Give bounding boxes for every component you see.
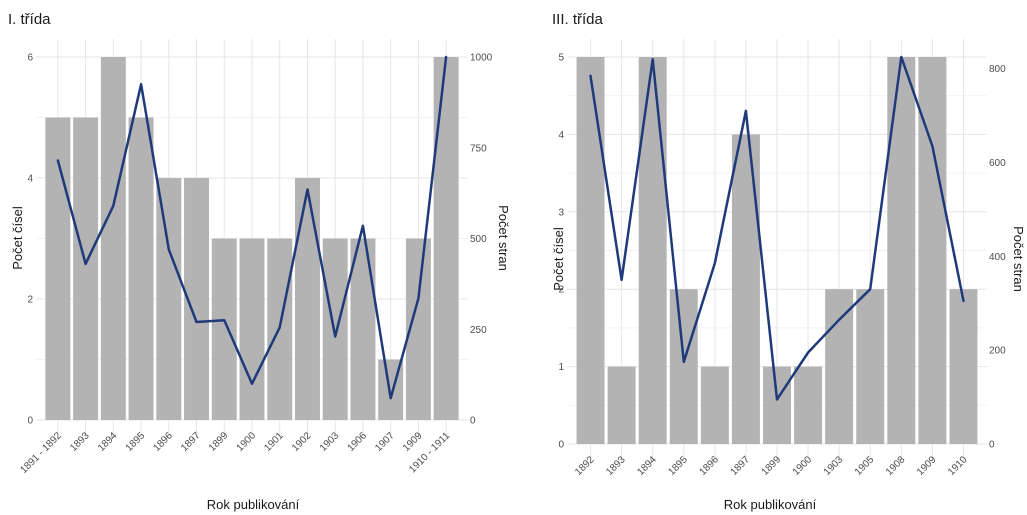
y-tick-label: 2: [27, 295, 33, 306]
y2-axis-ticks: 0 200 400 600 800: [989, 64, 1006, 450]
bar: [100, 57, 126, 420]
x-tick-label: 1909: [401, 430, 425, 454]
x-tick-label: 1894: [96, 430, 120, 454]
y2-tick-label: 500: [470, 234, 487, 245]
bar: [887, 57, 916, 444]
bar: [794, 366, 823, 444]
x-axis-title: Rok publikování: [724, 497, 817, 512]
bar: [638, 57, 667, 444]
x-axis-ticks: 1891 - 1892 1893 1894 1895 1896 1897 1899 1900 1…: [18, 430, 452, 476]
bar: [731, 134, 760, 444]
x-tick-label: 1903: [318, 430, 342, 454]
bar: [763, 366, 791, 444]
bar: [322, 238, 348, 420]
x-tick-label: 1902: [290, 430, 314, 454]
y-tick-label: 4: [27, 174, 33, 185]
x-tick-label: 1895: [124, 430, 148, 454]
x-tick-label: 1910: [946, 454, 970, 478]
chart-panel-1: I. třída 0 2 4 6 0 250 500 750 1000 1891 - 1892…: [8, 11, 511, 512]
y-tick-label: 1: [558, 362, 564, 373]
y2-axis-title: Počet stran: [496, 205, 511, 271]
y2-tick-label: 200: [989, 346, 1006, 357]
bar: [73, 117, 99, 420]
bar: [211, 238, 237, 420]
line-series: [56, 55, 448, 400]
bar: [294, 178, 320, 420]
x-tick-label: 1897: [179, 430, 203, 454]
y-tick-label: 4: [558, 130, 564, 141]
bar: [700, 366, 729, 444]
x-tick-label: 1892: [573, 454, 597, 478]
x-tick-label: 1907: [373, 430, 397, 454]
x-tick-label: 1891 - 1892: [18, 430, 64, 476]
y2-tick-label: 400: [989, 252, 1006, 263]
y-axis-title: Počet čísel: [10, 206, 25, 270]
bar: [350, 238, 376, 420]
bar: [949, 289, 978, 444]
y-tick-label: 0: [558, 440, 564, 451]
x-tick-label: 1897: [729, 454, 753, 478]
x-tick-label: 1900: [791, 454, 815, 478]
x-tick-label: 1899: [760, 454, 784, 478]
x-tick-label: 1905: [853, 454, 877, 478]
x-tick-label: 1893: [68, 430, 92, 454]
x-tick-label: 1896: [151, 430, 175, 454]
y2-axis-ticks: 0 250 500 750 1000: [470, 53, 493, 427]
bar: [45, 117, 71, 420]
y2-tick-label: 600: [989, 158, 1006, 169]
x-tick-label: 1895: [666, 454, 690, 478]
y-axis-ticks: 0 2 4 6: [27, 53, 33, 427]
bar: [669, 289, 698, 444]
y2-tick-label: 800: [989, 64, 1006, 75]
y2-tick-label: 0: [470, 416, 476, 427]
x-tick-label: 1900: [235, 430, 259, 454]
bar: [856, 289, 885, 444]
x-tick-label: 1901: [262, 430, 286, 454]
y-tick-label: 0: [27, 416, 33, 427]
bar: [825, 289, 854, 444]
y-tick-label: 2: [558, 285, 564, 296]
line-series: [589, 55, 965, 401]
y2-tick-label: 1000: [470, 53, 493, 64]
x-tick-label: 1899: [207, 430, 231, 454]
x-axis-ticks: 1892 1893 1894 1895 1896 1897 1899 1900 1903 1905…: [573, 454, 970, 478]
bar: [576, 57, 605, 444]
y-axis-title: Počet čísel: [551, 227, 566, 291]
y-axis-ticks: 0 1 2 3 4 5: [558, 53, 564, 451]
y-tick-label: 5: [558, 53, 564, 64]
x-tick-label: 1908: [884, 454, 908, 478]
y2-axis-title: Počet stran: [1011, 226, 1026, 292]
y-tick-label: 6: [27, 53, 33, 64]
bar: [128, 117, 154, 420]
x-tick-label: 1894: [635, 454, 659, 478]
x-tick-label: 1896: [697, 454, 721, 478]
bar: [433, 57, 459, 420]
x-axis-title: Rok publikování: [207, 497, 300, 512]
chart-panel-2: III. třída 0 1 2 3 4 5 0 200 400 600 800 1892 1893…: [551, 11, 1026, 512]
bar: [239, 238, 265, 420]
bar: [607, 366, 636, 444]
y-tick-label: 3: [558, 207, 564, 218]
chart-title: I. třída: [8, 11, 51, 28]
bar-series: [576, 57, 978, 444]
x-tick-label: 1903: [822, 454, 846, 478]
chart-title: III. třída: [552, 11, 604, 28]
y2-tick-label: 750: [470, 143, 487, 154]
x-tick-label: 1893: [604, 454, 628, 478]
y2-tick-label: 250: [470, 325, 487, 336]
x-tick-label: 1909: [915, 454, 939, 478]
bar: [156, 178, 182, 420]
x-tick-label: 1906: [346, 430, 370, 454]
y2-tick-label: 0: [989, 440, 995, 451]
bar-series: [45, 57, 459, 420]
